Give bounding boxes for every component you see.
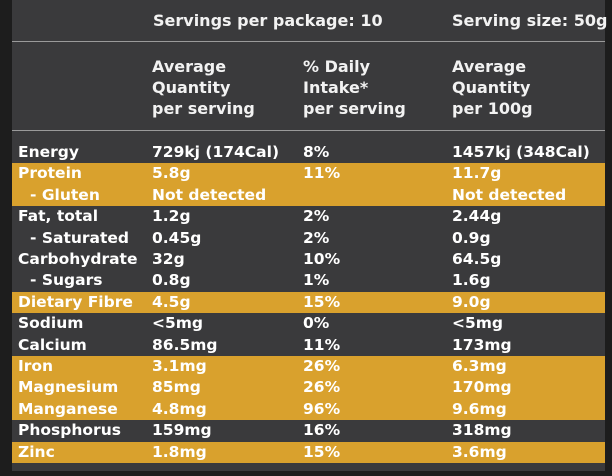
per-serving-value: 0.45g (152, 228, 202, 247)
per-100g-value: 64.5g (452, 250, 502, 268)
daily-intake-value: 11% (303, 335, 341, 354)
column-header-per-100g: Average Quantity per 100g (452, 57, 533, 118)
per-serving-value: 0.8g (152, 271, 191, 290)
table-row: Energy 729kj (174Cal) 8% 1457kj (348Cal) (12, 142, 605, 163)
serving-size: Serving size: 50g (452, 11, 608, 30)
per-serving-value: 1.8mg (152, 442, 207, 461)
nutrient-name: Calcium (18, 335, 87, 354)
column-header-per-serving: Average Quantity per serving (152, 57, 255, 118)
table-row: Carbohydrate 32g 10% 64.5g (12, 249, 605, 270)
daily-intake-value: 8% (303, 143, 330, 161)
table-row: Calcium 86.5mg 11% 173mg (12, 335, 605, 356)
nutrient-name: Phosphorus (18, 421, 121, 440)
nutrient-name: - Sugars (30, 271, 103, 290)
table-row: - Gluten Not detected Not detected (12, 184, 605, 207)
table-row: Zinc 1.8mg 15% 3.6mg (12, 441, 605, 463)
daily-intake-value: 26% (303, 357, 341, 375)
table-row: - Saturated 0.45g 2% 0.9g (12, 228, 605, 249)
per-serving-value: 4.8mg (152, 399, 207, 418)
column-header-daily-intake: % Daily Intake* per serving (303, 57, 406, 118)
header-divider (12, 41, 605, 42)
per-100g-value: 9.0g (452, 292, 491, 311)
table-row: Manganese 4.8mg 96% 9.6mg (12, 398, 605, 421)
daily-intake-value: 10% (303, 250, 341, 268)
per-100g-value: 173mg (452, 335, 512, 354)
per-serving-value: 159mg (152, 421, 212, 440)
per-serving-value: 32g (152, 250, 185, 268)
per-100g-value: <5mg (452, 314, 504, 333)
per-100g-value: 3.6mg (452, 442, 507, 461)
per-100g-value: 6.3mg (452, 357, 507, 375)
per-100g-value: Not detected (452, 185, 567, 204)
nutrient-name: Manganese (18, 399, 118, 418)
servings-per-package: Servings per package: 10 (153, 11, 383, 30)
table-divider (12, 130, 605, 131)
nutrient-name: Protein (18, 164, 82, 183)
per-serving-value: 5.8g (152, 164, 191, 183)
daily-intake-value: 2% (303, 228, 330, 247)
per-serving-value: Not detected (152, 185, 267, 204)
table-row: Magnesium 85mg 26% 170mg (12, 377, 605, 399)
nutrient-name: Dietary Fibre (18, 292, 133, 311)
table-row: Dietary Fibre 4.5g 15% 9.0g (12, 291, 605, 314)
nutrient-name: Zinc (18, 442, 55, 461)
per-100g-value: 9.6mg (452, 399, 507, 418)
table-row: Fat, total 1.2g 2% 2.44g (12, 206, 605, 227)
per-serving-value: 3.1mg (152, 357, 207, 375)
nutrient-name: Sodium (18, 314, 84, 333)
per-100g-value: 318mg (452, 421, 512, 440)
daily-intake-value: 2% (303, 207, 330, 226)
table-row: Sodium <5mg 0% <5mg (12, 313, 605, 334)
per-100g-value: 1457kj (348Cal) (452, 143, 590, 161)
daily-intake-value: 16% (303, 421, 341, 440)
per-100g-value: 11.7g (452, 164, 502, 183)
per-serving-value: 4.5g (152, 292, 191, 311)
table-row: Protein 5.8g 11% 11.7g (12, 163, 605, 185)
daily-intake-value: 11% (303, 164, 341, 183)
per-serving-value: 86.5mg (152, 335, 218, 354)
per-100g-value: 2.44g (452, 207, 502, 226)
per-serving-value: <5mg (152, 314, 204, 333)
nutrient-name: Fat, total (18, 207, 99, 226)
nutrient-name: Carbohydrate (18, 250, 138, 268)
per-100g-value: 1.6g (452, 271, 491, 290)
daily-intake-value: 1% (303, 271, 330, 290)
per-serving-value: 85mg (152, 378, 201, 397)
per-100g-value: 170mg (452, 378, 512, 397)
nutrient-name: - Saturated (30, 228, 130, 247)
table-row: Iron 3.1mg 26% 6.3mg (12, 356, 605, 378)
nutrient-name: Iron (18, 357, 54, 375)
table-row: - Sugars 0.8g 1% 1.6g (12, 270, 605, 291)
nutrient-name: Energy (18, 143, 79, 161)
daily-intake-value: 0% (303, 314, 330, 333)
daily-intake-value: 15% (303, 442, 341, 461)
nutrient-name: - Gluten (30, 185, 100, 204)
daily-intake-value: 26% (303, 378, 341, 397)
nutrient-name: Magnesium (18, 378, 119, 397)
per-100g-value: 0.9g (452, 228, 491, 247)
per-serving-value: 729kj (174Cal) (152, 143, 280, 161)
per-serving-value: 1.2g (152, 207, 191, 226)
daily-intake-value: 15% (303, 292, 341, 311)
table-row: Phosphorus 159mg 16% 318mg (12, 420, 605, 441)
daily-intake-value: 96% (303, 399, 341, 418)
